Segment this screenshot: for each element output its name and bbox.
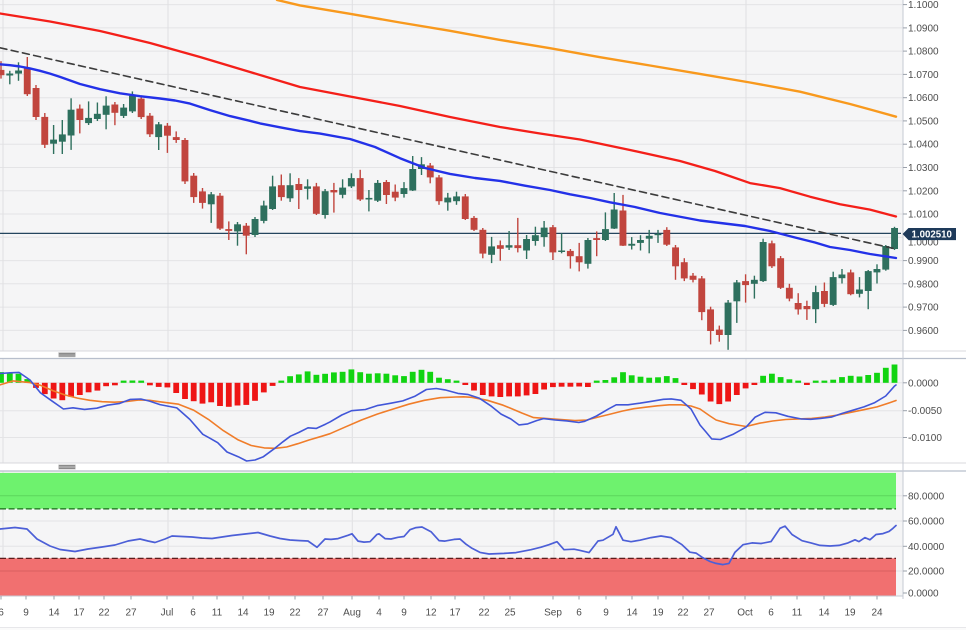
svg-text:24: 24 [871,608,883,619]
svg-text:6: 6 [576,608,582,619]
svg-text:11: 11 [792,608,803,619]
svg-text:17: 17 [73,608,85,619]
svg-text:Sep: Sep [544,608,562,619]
svg-text:Oct: Oct [737,608,753,619]
svg-text:1.0600: 1.0600 [908,93,939,104]
svg-text:9: 9 [603,608,609,619]
svg-text:Aug: Aug [343,608,361,619]
svg-text:1.1000: 1.1000 [908,0,939,11]
svg-text:0.9800: 0.9800 [908,279,939,290]
svg-text:11: 11 [212,608,223,619]
svg-text:17: 17 [449,608,461,619]
svg-text:0.0000: 0.0000 [908,378,939,389]
svg-text:80.0000: 80.0000 [908,491,945,502]
svg-text:19: 19 [263,608,275,619]
svg-text:6: 6 [768,608,774,619]
svg-text:1.0500: 1.0500 [908,116,939,127]
svg-text:1.0100: 1.0100 [908,210,939,221]
svg-text:0.0000: 0.0000 [908,589,939,600]
svg-text:1.0900: 1.0900 [908,23,939,34]
svg-text:12: 12 [425,608,437,619]
svg-text:1.0700: 1.0700 [908,70,939,81]
svg-text:22: 22 [289,608,301,619]
svg-text:1.0800: 1.0800 [908,47,939,58]
svg-text:27: 27 [125,608,137,619]
svg-text:1.0300: 1.0300 [908,163,939,174]
svg-text:14: 14 [237,608,249,619]
svg-text:14: 14 [48,608,60,619]
svg-text:1.0200: 1.0200 [908,186,939,197]
svg-text:22: 22 [478,608,490,619]
svg-text:-0.0100: -0.0100 [908,433,942,444]
svg-text:9: 9 [401,608,407,619]
svg-text:22: 22 [677,608,689,619]
svg-text:14: 14 [626,608,638,619]
svg-text:0.9900: 0.9900 [908,256,939,267]
svg-text:1.0400: 1.0400 [908,140,939,151]
svg-text:22: 22 [98,608,110,619]
svg-text:9: 9 [23,608,29,619]
svg-text:6: 6 [190,608,196,619]
svg-text:25: 25 [504,608,516,619]
svg-text:-0.0050: -0.0050 [908,406,942,417]
svg-text:19: 19 [652,608,664,619]
svg-text:0.9600: 0.9600 [908,326,939,337]
svg-text:40.0000: 40.0000 [908,542,945,553]
svg-text:27: 27 [703,608,715,619]
svg-text:0.9700: 0.9700 [908,303,939,314]
svg-text:6: 6 [0,608,4,619]
svg-text:20.0000: 20.0000 [908,567,945,578]
svg-text:19: 19 [844,608,856,619]
svg-text:14: 14 [818,608,830,619]
svg-text:27: 27 [317,608,329,619]
svg-text:1.002510: 1.002510 [912,230,952,241]
svg-text:Jul: Jul [161,608,174,619]
svg-text:60.0000: 60.0000 [908,517,945,528]
svg-text:1.0000: 1.0000 [908,238,939,249]
svg-text:4: 4 [376,608,382,619]
